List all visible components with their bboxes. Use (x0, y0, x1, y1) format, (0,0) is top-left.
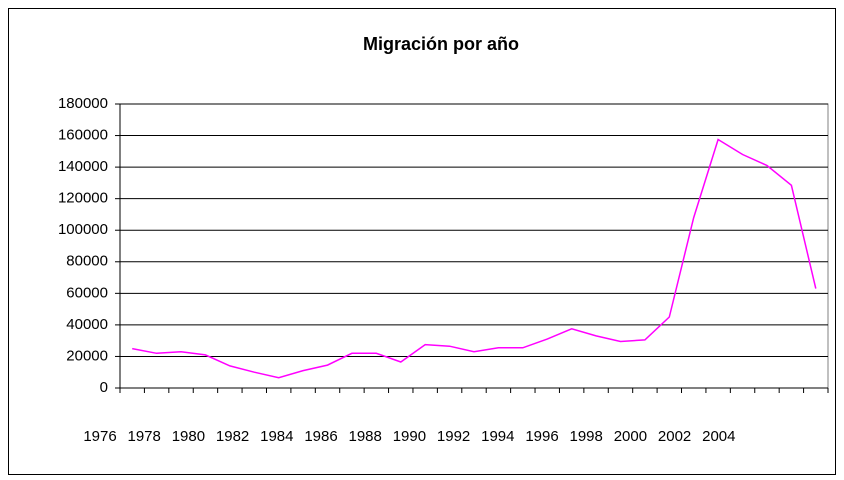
y-tick-label: 180000 (58, 95, 108, 112)
x-tick-label: 1984 (260, 428, 293, 445)
x-tick-label: 2002 (658, 428, 691, 445)
y-tick-label: 20000 (66, 347, 108, 364)
x-tick-label: 2000 (614, 428, 647, 445)
y-tick-label: 140000 (58, 158, 108, 175)
x-tick-label: 1998 (570, 428, 603, 445)
y-tick-label: 160000 (58, 127, 108, 144)
y-tick-label: 100000 (58, 221, 108, 238)
data-line (132, 138, 817, 379)
y-tick-label: 80000 (66, 253, 108, 270)
y-tick-label: 60000 (66, 284, 108, 301)
x-tick-label: 1978 (128, 428, 161, 445)
x-tick-label: 1996 (525, 428, 558, 445)
x-tick-label: 1980 (172, 428, 205, 445)
x-tick-label: 1986 (304, 428, 337, 445)
y-tick-label: 120000 (58, 190, 108, 207)
x-tick-label: 1988 (349, 428, 382, 445)
x-tick-label: 1990 (393, 428, 426, 445)
x-tick-label: 1976 (83, 428, 116, 445)
x-tick-label: 1982 (216, 428, 249, 445)
x-tick-label: 2004 (702, 428, 735, 445)
chart-title: Migración por año (363, 34, 519, 54)
y-tick-label: 40000 (66, 316, 108, 333)
y-tick-label: 0 (100, 379, 108, 396)
plot-area (119, 103, 829, 389)
x-tick-label: 1992 (437, 428, 470, 445)
x-tick-label: 1994 (481, 428, 514, 445)
